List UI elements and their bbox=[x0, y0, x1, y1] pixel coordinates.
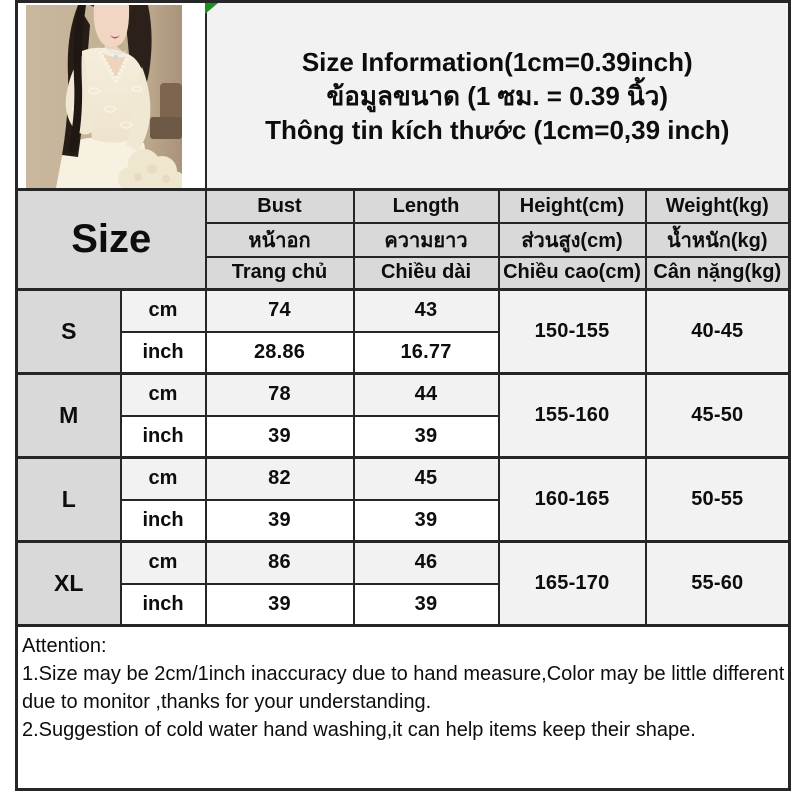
l-bust-cm: 82 bbox=[204, 456, 355, 501]
xl-length-cm: 46 bbox=[352, 540, 500, 585]
s-length-inch: 16.77 bbox=[352, 330, 500, 375]
photo-cell bbox=[15, 0, 207, 191]
header-bust-th: หน้าอก bbox=[204, 221, 355, 258]
header-length-en: Length bbox=[352, 188, 500, 224]
xl-weight: 55-60 bbox=[644, 540, 791, 627]
m-bust-inch: 39 bbox=[204, 414, 355, 459]
xl-height: 165-170 bbox=[497, 540, 647, 627]
s-weight: 40-45 bbox=[644, 288, 791, 375]
unit-inch: inch bbox=[119, 414, 207, 459]
size-row-l-cm: L cm 82 45 160-165 50-55 bbox=[15, 456, 791, 543]
header-bust-en: Bust bbox=[204, 188, 355, 224]
size-label-m: M bbox=[15, 372, 122, 459]
l-weight: 50-55 bbox=[644, 456, 791, 543]
unit-cm: cm bbox=[119, 540, 207, 585]
header-length-vi: Chiều dài bbox=[352, 255, 500, 291]
title-vietnamese: Thông tin kích thước (1cm=0,39 inch) bbox=[265, 114, 730, 145]
header-height-vi: Chiều cao(cm) bbox=[497, 255, 647, 291]
s-bust-cm: 74 bbox=[204, 288, 355, 333]
size-row-s-cm: S cm 74 43 150-155 40-45 bbox=[15, 288, 791, 375]
size-row-xl-cm: XL cm 86 46 165-170 55-60 bbox=[15, 540, 791, 627]
s-bust-inch: 28.86 bbox=[204, 330, 355, 375]
l-bust-inch: 39 bbox=[204, 498, 355, 543]
unit-cm: cm bbox=[119, 288, 207, 333]
size-table: Size Information(1cm=0.39inch) ข้อมูลขนา… bbox=[15, 0, 792, 791]
size-row-s-inch: inch 28.86 16.77 bbox=[17, 330, 790, 375]
title-cell: Size Information(1cm=0.39inch) ข้อมูลขนา… bbox=[204, 0, 791, 191]
unit-cm: cm bbox=[119, 372, 207, 417]
attention-note: Attention: 1.Size may be 2cm/1inch inacc… bbox=[15, 624, 791, 791]
attention-line-3: 2.Suggestion of cold water hand washing,… bbox=[22, 719, 696, 741]
attention-title: Attention: bbox=[22, 635, 107, 657]
unit-cm: cm bbox=[119, 456, 207, 501]
m-length-inch: 39 bbox=[352, 414, 500, 459]
header-height-en: Height(cm) bbox=[497, 188, 647, 224]
header-weight-vi: Cân nặng(kg) bbox=[644, 255, 791, 291]
size-row-l-inch: inch 39 39 bbox=[17, 498, 790, 543]
header-weight-en: Weight(kg) bbox=[644, 188, 791, 224]
title-english: Size Information(1cm=0.39inch) bbox=[301, 46, 693, 77]
green-corner-marker bbox=[205, 3, 218, 14]
product-photo bbox=[26, 5, 186, 188]
attention-line-1: 1.Size may be 2cm/1inch inaccuracy due t… bbox=[22, 663, 785, 685]
l-length-inch: 39 bbox=[352, 498, 500, 543]
header-length-th: ความยาว bbox=[352, 221, 500, 258]
attention-line-2: due to monitor ,thanks for your understa… bbox=[22, 691, 432, 713]
header-bust-vi: Trang chủ bbox=[204, 255, 355, 291]
unit-inch: inch bbox=[119, 582, 207, 627]
m-length-cm: 44 bbox=[352, 372, 500, 417]
m-height: 155-160 bbox=[497, 372, 647, 459]
m-weight: 45-50 bbox=[644, 372, 791, 459]
unit-inch: inch bbox=[119, 330, 207, 375]
size-label-xl: XL bbox=[15, 540, 122, 627]
l-length-cm: 45 bbox=[352, 456, 500, 501]
size-corner-header: Size bbox=[15, 188, 207, 291]
size-row-m-inch: inch 39 39 bbox=[17, 414, 790, 459]
size-row-xl-inch: inch 39 39 bbox=[17, 582, 790, 627]
l-height: 160-165 bbox=[497, 456, 647, 543]
xl-bust-inch: 39 bbox=[204, 582, 355, 627]
header-weight-th: น้ำหนัก(kg) bbox=[644, 221, 791, 258]
s-height: 150-155 bbox=[497, 288, 647, 375]
size-label-s: S bbox=[15, 288, 122, 375]
xl-length-inch: 39 bbox=[352, 582, 500, 627]
size-label-l: L bbox=[15, 456, 122, 543]
size-row-m-cm: M cm 78 44 155-160 45-50 bbox=[15, 372, 791, 459]
xl-bust-cm: 86 bbox=[204, 540, 355, 585]
unit-inch: inch bbox=[119, 498, 207, 543]
header-height-th: ส่วนสูง(cm) bbox=[497, 221, 647, 258]
size-chart-sheet: Size Information(1cm=0.39inch) ข้อมูลขนา… bbox=[15, 0, 792, 791]
title-thai: ข้อมูลขนาด (1 ซม. = 0.39 นิ้ว) bbox=[326, 80, 669, 111]
m-bust-cm: 78 bbox=[204, 372, 355, 417]
s-length-cm: 43 bbox=[352, 288, 500, 333]
